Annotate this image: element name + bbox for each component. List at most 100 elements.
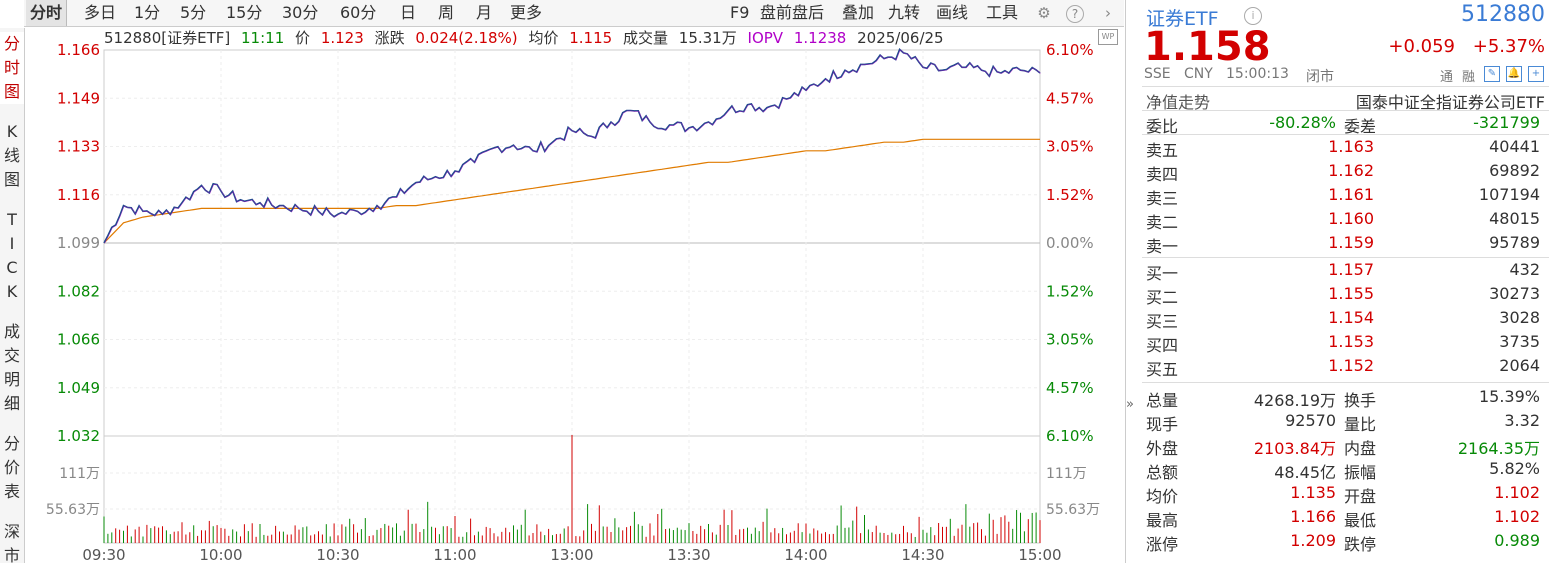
stat-label: 总额	[1146, 463, 1179, 482]
period-tab-10[interactable]: 更多	[510, 3, 543, 22]
ask-volume: 107194	[1478, 185, 1540, 204]
divider	[1142, 382, 1549, 383]
add-icon[interactable]: +	[1528, 66, 1544, 82]
nav-trend-link: 净值走势	[1146, 93, 1211, 112]
period-tab-0[interactable]: 分时	[26, 0, 68, 26]
period-tab-6[interactable]: 60分	[340, 3, 377, 22]
tag-rong: 融	[1462, 70, 1476, 85]
stat-label: 外盘	[1146, 439, 1179, 458]
x-tick: 09:30	[82, 546, 125, 563]
stat-value: 1.102	[1494, 507, 1540, 526]
y-tick-left: 1.049	[57, 379, 100, 397]
y-tick-right: 6.10%	[1046, 41, 1094, 59]
x-tick: 15:00	[1018, 546, 1061, 563]
ask-volume: 48015	[1489, 209, 1540, 228]
y-tick-right: 3.05%	[1046, 331, 1094, 349]
price-change-pct: +5.37%	[1472, 36, 1545, 57]
tool-2[interactable]: 叠加	[842, 3, 875, 22]
iopv-label: IOPV	[747, 29, 784, 47]
y-tick-left: 1.166	[57, 41, 100, 59]
side-tab-5[interactable]: 深市	[3, 522, 20, 565]
intraday-chart[interactable]: 1.166 6.10% 1.149 4.57% 1.133 3.05% 1.116 1.52%…	[0, 0, 1125, 563]
y-tick-left: 1.116	[57, 186, 100, 204]
tool-0[interactable]: F9	[730, 3, 750, 22]
bid-price: 1.154	[1328, 308, 1374, 327]
stat-label: 内盘	[1344, 439, 1377, 458]
bid-label: 买四	[1146, 336, 1179, 355]
period-tab-2[interactable]: 1分	[134, 3, 161, 22]
ask-label: 卖四	[1146, 165, 1179, 184]
y-tick-left: 1.133	[57, 138, 100, 156]
iopv-value: 1.1238	[793, 29, 847, 47]
cursor-time: 11:11	[241, 29, 285, 47]
security-name: 证券ETF	[1146, 8, 1219, 30]
quote-time: 15:00:13	[1226, 66, 1289, 82]
market-status: 闭市	[1306, 69, 1334, 85]
avg-label: 均价	[528, 29, 559, 47]
period-tab-3[interactable]: 5分	[180, 3, 207, 22]
currency-label: CNY	[1184, 66, 1213, 82]
y-tick-right: 1.52%	[1046, 282, 1094, 300]
gear-icon[interactable]: ⚙	[1037, 4, 1051, 22]
side-tab-0[interactable]: 分时图	[0, 32, 24, 104]
chevron-right-icon[interactable]: ›	[1105, 4, 1111, 22]
collapse-panel-icon[interactable]: »	[1126, 397, 1134, 412]
period-tab-5[interactable]: 30分	[282, 3, 319, 22]
stat-value: 1.166	[1290, 507, 1336, 526]
period-tab-1[interactable]: 多日	[84, 3, 117, 22]
divider	[1142, 110, 1549, 111]
security-code: 512880	[1461, 2, 1545, 27]
bid-volume: 2064	[1499, 356, 1540, 375]
divider	[1142, 86, 1549, 87]
ask-label: 卖二	[1146, 213, 1179, 232]
ask-price: 1.162	[1328, 161, 1374, 180]
bid-price: 1.155	[1328, 284, 1374, 303]
tool-4[interactable]: 画线	[936, 3, 969, 22]
ask-label: 卖一	[1146, 237, 1179, 256]
stat-value: 15.39%	[1478, 387, 1540, 406]
quote-info-line: 512880[证券ETF] 11:11 价 1.123 涨跌 0.024(2.1…	[104, 28, 950, 48]
x-tick: 14:30	[901, 546, 944, 563]
alert-icon[interactable]: 🔔	[1506, 66, 1522, 82]
price-value: 1.123	[320, 29, 364, 47]
wp-icon[interactable]: WP	[1098, 29, 1118, 45]
market-label: SSE	[1144, 66, 1171, 82]
info-icon[interactable]: i	[1244, 7, 1262, 25]
stat-value: 48.45亿	[1274, 463, 1336, 482]
edit-icon[interactable]: ✎	[1484, 66, 1500, 82]
divider	[1142, 134, 1549, 135]
quote-panel	[1125, 0, 1553, 563]
period-tab-7[interactable]: 日	[400, 3, 417, 22]
y-tick-left: 1.032	[57, 427, 100, 445]
bid-price: 1.152	[1328, 356, 1374, 375]
y-tick-right: 0.00%	[1046, 234, 1094, 252]
stat-value: 0.989	[1494, 531, 1540, 550]
stat-label: 最低	[1344, 511, 1377, 530]
stat-value: 1.209	[1290, 531, 1336, 550]
y-tick-right: 1.52%	[1046, 186, 1094, 204]
stat-label: 涨停	[1146, 535, 1179, 554]
tool-1[interactable]: 盘前盘后	[760, 3, 825, 22]
y-tick-right: 4.57%	[1046, 89, 1094, 107]
tool-3[interactable]: 九转	[888, 3, 921, 22]
ask-label: 卖三	[1146, 189, 1179, 208]
x-tick: 13:30	[667, 546, 710, 563]
side-tab-4[interactable]: 分价表	[3, 434, 20, 501]
bid-volume: 30273	[1489, 284, 1540, 303]
stat-value: 1.102	[1494, 483, 1540, 502]
y-tick-left: 1.082	[57, 282, 100, 300]
tool-5[interactable]: 工具	[986, 3, 1019, 22]
period-tab-9[interactable]: 月	[476, 3, 493, 22]
avg-price-line	[103, 138, 1040, 244]
price-change: +0.059	[1388, 36, 1455, 57]
side-tab-3[interactable]: 成交明细	[3, 322, 20, 413]
period-tab-8[interactable]: 周	[438, 3, 455, 22]
help-icon[interactable]: ?	[1066, 5, 1084, 23]
volume-tick-left: 55.63万	[46, 502, 100, 518]
ask-price: 1.160	[1328, 209, 1374, 228]
volume-tick-left: 111万	[59, 466, 100, 482]
period-tab-4[interactable]: 15分	[226, 3, 263, 22]
